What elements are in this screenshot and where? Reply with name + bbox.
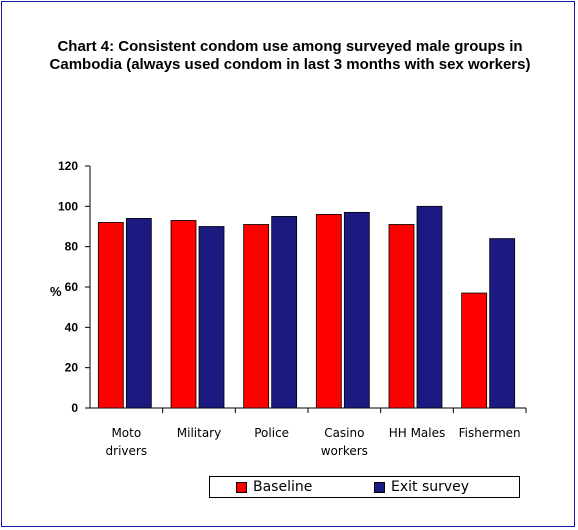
bar-exit-survey [125, 218, 152, 409]
bar-baseline [388, 224, 415, 409]
bar-exit-survey [198, 226, 225, 409]
x-tick-label: Moto drivers [106, 426, 148, 458]
bar-baseline [461, 292, 488, 409]
bar-baseline [170, 220, 197, 409]
chart-legend: Baseline Exit survey [209, 476, 520, 498]
x-tick-label: Police [254, 426, 289, 440]
bar-chart: 0 20 40 60 80 100 120% Moto drivers Military Polic… [50, 159, 527, 458]
y-tick-label: 80 [65, 240, 79, 254]
x-tick-label: HH Males [389, 426, 446, 440]
y-axis-label: % [50, 284, 62, 299]
bar-baseline [97, 222, 124, 409]
chart-labels: 0 20 40 60 80 100 120% Moto drivers Military Polic… [50, 159, 521, 458]
x-tick-label: Casino workers [321, 426, 368, 458]
chart-title: Chart 4: Consistent condom use among sur… [49, 38, 531, 73]
bar-exit-survey [416, 205, 443, 409]
y-tick-label: 120 [58, 159, 78, 173]
y-tick-label: 100 [58, 199, 78, 213]
legend-item-baseline: Baseline [236, 479, 312, 495]
x-tick-label: Fishermen [459, 426, 521, 440]
bar-baseline [315, 213, 342, 409]
bar-exit-survey [489, 238, 516, 409]
y-tick-label: 0 [71, 401, 78, 415]
y-tick-label: 40 [65, 320, 79, 334]
bar-exit-survey [271, 216, 298, 409]
y-tick-label: 60 [65, 280, 79, 294]
chart-bars [97, 205, 516, 409]
x-tick-label: Military [177, 426, 221, 440]
legend-label-exit-survey: Exit survey [391, 479, 470, 495]
legend-swatch-baseline [236, 481, 247, 493]
chart-axes [85, 165, 527, 413]
legend-label-baseline: Baseline [253, 479, 313, 495]
bar-baseline [243, 224, 270, 409]
bar-exit-survey [343, 211, 370, 409]
y-tick-label: 20 [65, 361, 79, 375]
legend-item-exit-survey: Exit survey [374, 479, 469, 495]
legend-swatch-exit-survey [374, 481, 385, 493]
